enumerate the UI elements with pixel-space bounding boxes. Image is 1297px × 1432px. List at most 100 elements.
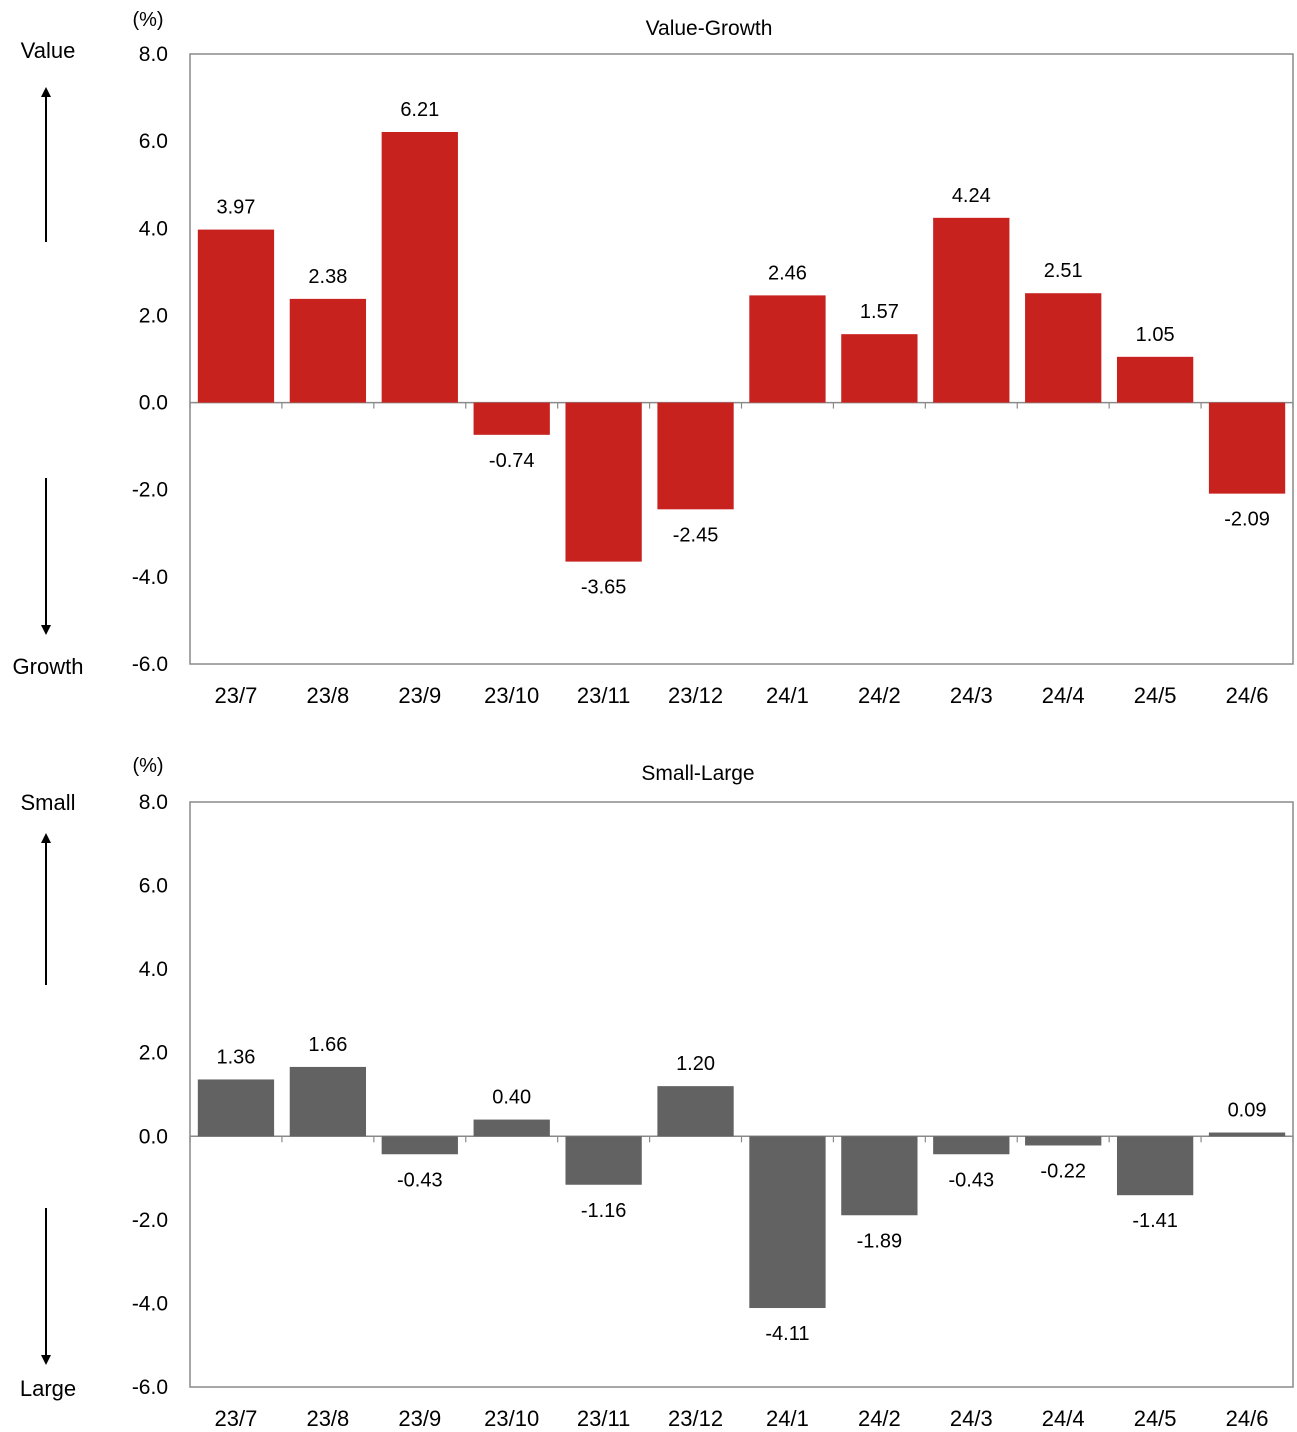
bar bbox=[381, 1136, 458, 1155]
data-label: -1.41 bbox=[1132, 1210, 1178, 1232]
data-label: 2.46 bbox=[768, 262, 807, 284]
x-tick-label: 23/9 bbox=[398, 683, 441, 708]
data-label: -0.43 bbox=[397, 1169, 443, 1191]
data-label: 1.36 bbox=[216, 1046, 255, 1068]
x-tick-label: 23/7 bbox=[215, 683, 258, 708]
y-tick-label: -4.0 bbox=[132, 1292, 168, 1315]
x-tick-label: 24/1 bbox=[766, 1406, 809, 1431]
x-tick-label: 23/10 bbox=[484, 1406, 539, 1431]
data-label: -2.09 bbox=[1224, 509, 1270, 531]
direction-label-top: Value bbox=[21, 38, 76, 63]
direction-label-top: Small bbox=[20, 790, 75, 815]
x-tick-label: 24/5 bbox=[1134, 683, 1177, 708]
y-tick-label: 2.0 bbox=[139, 304, 168, 327]
data-label: 3.97 bbox=[216, 197, 255, 219]
bar bbox=[565, 1136, 642, 1185]
bar bbox=[657, 1086, 734, 1137]
x-tick-label: 24/1 bbox=[766, 683, 809, 708]
y-unit-label: (%) bbox=[132, 9, 163, 31]
data-label: 2.38 bbox=[308, 266, 347, 288]
data-label: -0.22 bbox=[1040, 1160, 1086, 1182]
x-tick-label: 23/8 bbox=[306, 1406, 349, 1431]
x-tick-label: 23/11 bbox=[577, 1406, 630, 1431]
bar bbox=[1116, 356, 1194, 403]
y-tick-label: 4.0 bbox=[139, 217, 168, 240]
x-tick-label: 23/9 bbox=[398, 1406, 441, 1431]
bar bbox=[1116, 1136, 1194, 1196]
plot-frame bbox=[189, 801, 1294, 1388]
y-tick-label: 6.0 bbox=[139, 130, 168, 153]
chart-title: Value-Growth bbox=[646, 17, 773, 40]
bar bbox=[473, 1119, 550, 1137]
chart-panel-value-growth: Value-Growth (%) Value Growth 8.0 6.0 4.0 2… bbox=[13, 9, 1294, 708]
bar bbox=[1025, 1136, 1102, 1146]
bar bbox=[657, 402, 734, 510]
data-label: -0.43 bbox=[948, 1169, 994, 1191]
y-tick-label: -4.0 bbox=[132, 566, 168, 589]
bar bbox=[933, 217, 1010, 403]
data-label: 4.24 bbox=[952, 185, 991, 207]
x-tick-label: 24/4 bbox=[1042, 1406, 1085, 1431]
y-unit-label: (%) bbox=[132, 755, 163, 777]
direction-label-bottom: Growth bbox=[13, 654, 84, 679]
data-label: -4.11 bbox=[765, 1323, 809, 1345]
x-tick-label: 24/2 bbox=[858, 1406, 901, 1431]
y-tick-label: 6.0 bbox=[139, 875, 168, 898]
x-tick-label: 23/10 bbox=[484, 683, 539, 708]
x-tick-label: 24/3 bbox=[950, 1406, 993, 1431]
x-tick-label: 24/2 bbox=[858, 683, 901, 708]
bar bbox=[933, 1136, 1010, 1155]
y-tick-label: 8.0 bbox=[139, 791, 168, 814]
bar bbox=[749, 1136, 826, 1309]
x-tick-label: 24/5 bbox=[1134, 1406, 1177, 1431]
y-tick-label: -6.0 bbox=[132, 1376, 168, 1399]
x-tick-label: 23/12 bbox=[668, 683, 723, 708]
bar bbox=[841, 334, 918, 403]
y-tick-label: 0.0 bbox=[139, 392, 168, 415]
bar bbox=[1208, 1132, 1286, 1137]
bar bbox=[197, 229, 275, 403]
bar bbox=[197, 1079, 275, 1137]
data-label: -1.16 bbox=[581, 1200, 627, 1222]
data-label: -3.65 bbox=[581, 577, 627, 599]
data-label: -2.45 bbox=[673, 524, 719, 546]
data-label: 2.51 bbox=[1044, 260, 1083, 282]
data-label: 6.21 bbox=[400, 99, 439, 121]
bar bbox=[749, 295, 826, 403]
plot-area: 8.0 6.0 4.0 2.0 0.0 -2.0 -4.0 -6.0 3.97 23/7 2.38 2… bbox=[132, 43, 1294, 708]
y-tick-label: 2.0 bbox=[139, 1042, 168, 1065]
y-tick-label: 8.0 bbox=[139, 43, 168, 66]
bar bbox=[565, 402, 642, 562]
data-label: 1.05 bbox=[1136, 324, 1175, 346]
bar bbox=[289, 1066, 367, 1137]
x-tick-label: 24/4 bbox=[1042, 683, 1085, 708]
bar bbox=[1208, 402, 1286, 494]
plot-area: 8.0 6.0 4.0 2.0 0.0 -2.0 -4.0 -6.0 1.36 23/7 1.66 2… bbox=[132, 791, 1294, 1431]
chart-panel-small-large: Small-Large (%) Small Large 8.0 6.0 4.0 2.0… bbox=[20, 755, 1294, 1431]
x-tick-label: 24/6 bbox=[1226, 1406, 1269, 1431]
y-tick-label: 0.0 bbox=[139, 1125, 168, 1148]
data-label: 0.40 bbox=[492, 1087, 531, 1109]
y-tick-label: -2.0 bbox=[132, 479, 168, 502]
y-tick-label: 4.0 bbox=[139, 958, 168, 981]
bar bbox=[381, 131, 458, 403]
data-label: 1.20 bbox=[676, 1053, 715, 1075]
plot-frame bbox=[189, 53, 1294, 665]
data-label: -0.74 bbox=[489, 450, 535, 472]
y-tick-label: -6.0 bbox=[132, 653, 168, 676]
bar bbox=[473, 402, 550, 435]
bar bbox=[289, 298, 367, 403]
direction-label-bottom: Large bbox=[20, 1376, 76, 1401]
data-label: 0.09 bbox=[1228, 1100, 1267, 1122]
data-label: 1.66 bbox=[308, 1034, 347, 1056]
y-tick-label: -2.0 bbox=[132, 1209, 168, 1232]
x-tick-label: 24/3 bbox=[950, 683, 993, 708]
chart-title: Small-Large bbox=[641, 762, 754, 785]
data-label: -1.89 bbox=[857, 1230, 903, 1252]
x-tick-label: 23/7 bbox=[215, 1406, 258, 1431]
bar bbox=[1025, 293, 1102, 403]
data-label: 1.57 bbox=[860, 301, 899, 323]
x-tick-label: 23/8 bbox=[306, 683, 349, 708]
x-tick-label: 23/12 bbox=[668, 1406, 723, 1431]
